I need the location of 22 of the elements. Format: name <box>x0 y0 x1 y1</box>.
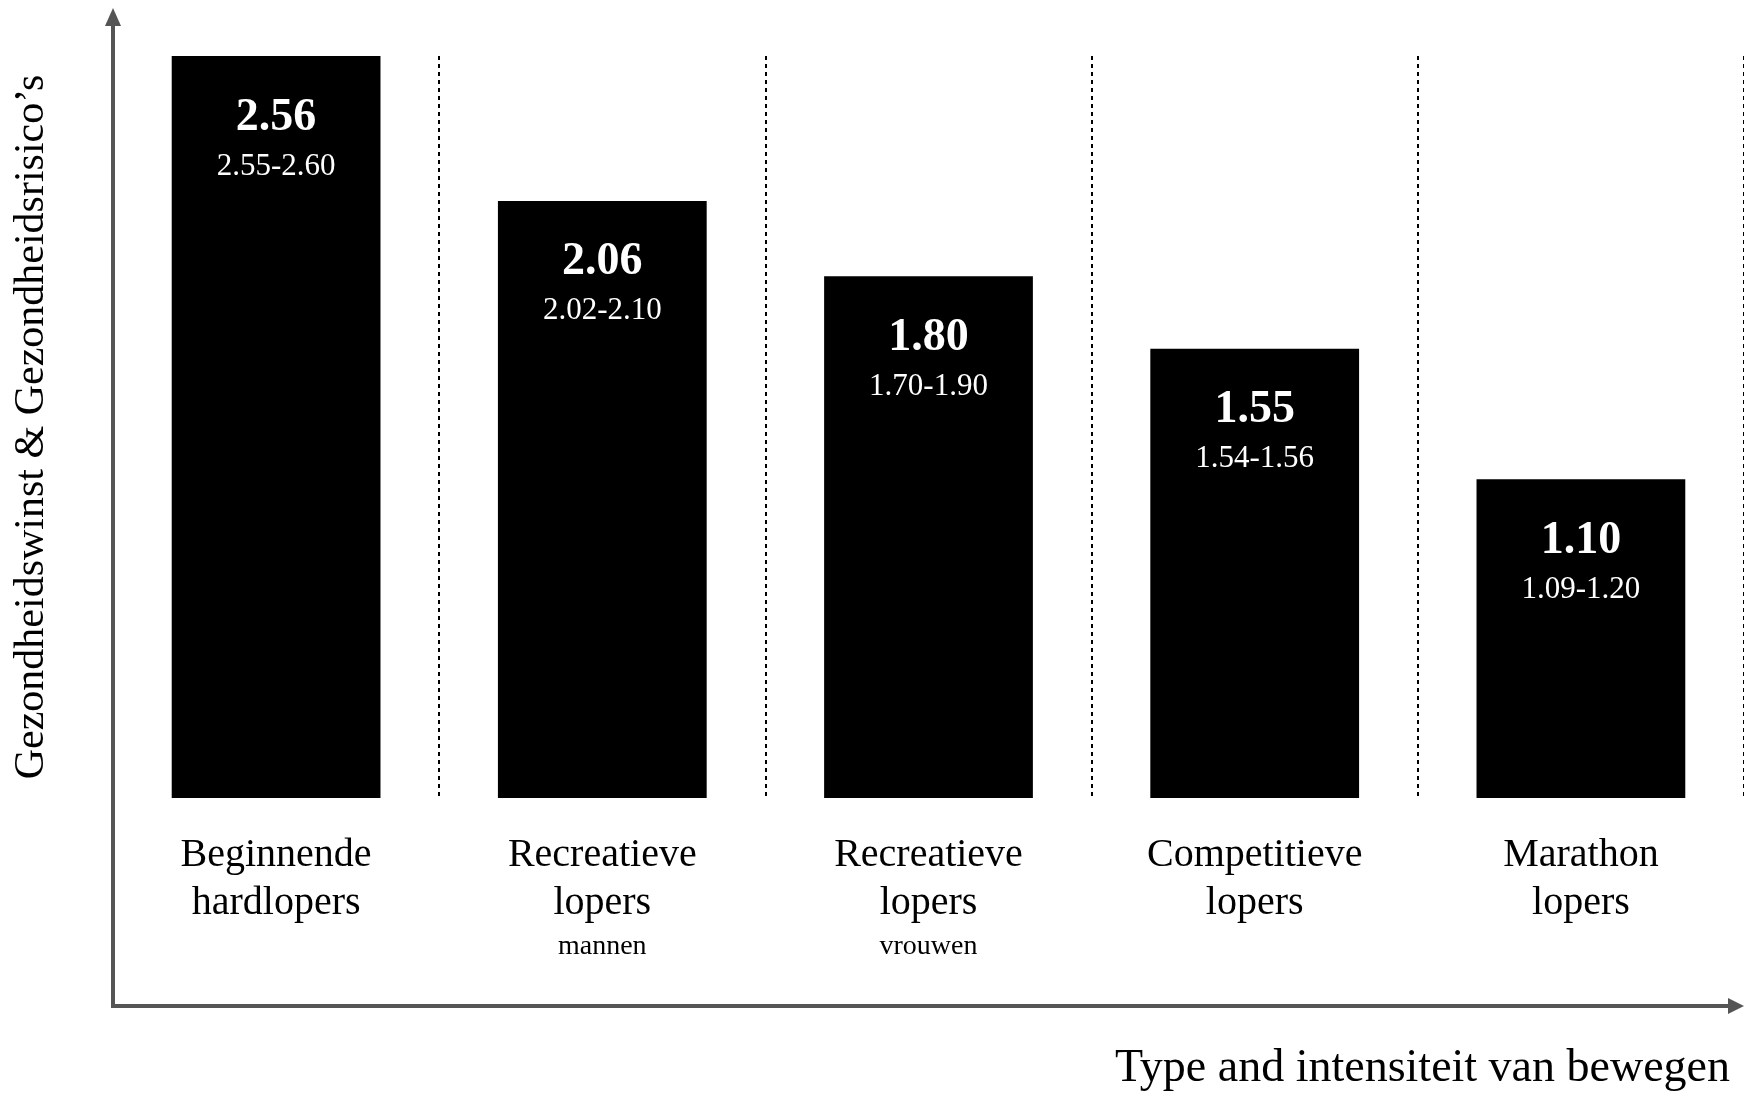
bar <box>171 56 381 798</box>
x-axis-title: Type and intensiteit van bewegen <box>1114 1039 1731 1091</box>
x-tick-label: Competitieve lopers <box>1146 829 1363 923</box>
x-tick-label: Recreatieve lopers vrouwen <box>834 829 1023 960</box>
x-tick-label: Marathon lopers <box>1503 829 1659 923</box>
bar <box>1150 348 1360 798</box>
annotation: 2.02-2.10 <box>542 291 662 327</box>
data-label: 1.80 <box>888 308 969 360</box>
x-tick-label: Recreatieve lopers mannen <box>507 829 697 960</box>
bar <box>1476 479 1686 798</box>
bar <box>497 200 707 798</box>
annotation: 1.09-1.20 <box>1521 569 1641 605</box>
y-axis-title: Gezondheidswinst & Gezondheidsrisico’s <box>6 74 52 780</box>
data-label: 1.55 <box>1214 381 1295 433</box>
annotation: 1.70-1.90 <box>869 366 988 402</box>
data-label: 1.10 <box>1540 511 1622 563</box>
bar <box>824 276 1033 798</box>
annotation: 2.55-2.60 <box>216 146 336 182</box>
data-label: 2.06 <box>562 233 643 285</box>
x-tick-label: Beginnende hardlopers <box>180 829 372 923</box>
annotation: 1.54-1.56 <box>1195 439 1315 475</box>
data-label: 2.56 <box>235 88 317 140</box>
